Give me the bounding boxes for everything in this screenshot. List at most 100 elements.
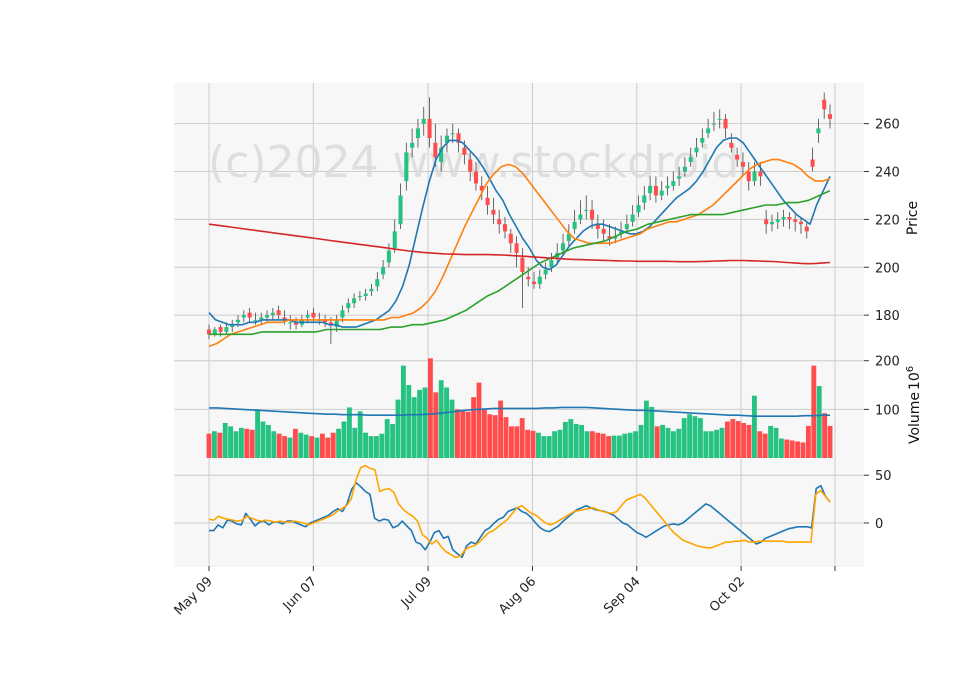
volume-bar [778,438,784,458]
candle-body [270,312,275,316]
candle-body [352,298,357,304]
volume-bar [222,422,228,458]
candle-body [688,157,693,162]
candle-body [549,260,554,268]
volume-bar [390,423,396,458]
volume-bar [822,413,828,458]
volume-bar [676,428,682,458]
candle-body [769,221,774,225]
volume-bar [503,417,509,458]
volume-bar [330,432,336,458]
volume-bar [444,387,450,458]
volume-bar [255,409,261,458]
candle-body [584,209,589,211]
volume-bar [217,432,223,458]
volume-bar [228,426,234,458]
candle-body [381,267,386,275]
volume-bar [616,435,622,458]
candle-body [462,147,467,155]
volume-bar [627,432,633,458]
volume-bar [746,424,752,458]
candle-body [323,319,328,323]
candle-body [804,226,809,232]
candle-body [491,209,496,215]
price-panel-bg [174,83,864,351]
candle-body [241,315,246,318]
price-tick-label: 260 [875,118,900,133]
candle-body [798,221,804,225]
volume-bar [481,409,487,458]
price-tick-label: 240 [875,166,900,181]
volume-bar [260,421,266,458]
volume-bar [319,433,325,458]
volume-bar [697,418,703,458]
volume-bar [687,414,693,458]
candle-body [288,322,293,324]
candle-body [346,303,351,308]
candle-body [427,118,432,139]
volume-axis-label: Volume [907,392,923,444]
volume-bar [703,431,709,458]
price-line-ma30 [209,189,831,336]
volume-bar [325,437,331,458]
volume-bar [514,426,520,458]
volume-bar [643,400,649,458]
volume-bar [438,380,444,458]
volume-bar [449,399,455,458]
candle-body [595,224,600,229]
volume-bar [595,432,601,458]
candle-body [543,269,548,275]
price-line-ma200 [208,223,831,265]
volume-bar [800,442,806,458]
candle-body [822,99,827,110]
oscillator-tick-label: 50 [875,469,892,484]
volume-bar [206,433,212,458]
volume-bar [805,425,811,458]
volume-bar [363,432,369,458]
candle-body [648,185,653,194]
volume-bar [525,429,531,458]
price-axis-label: Price [905,201,921,235]
volume-bar [681,418,687,458]
volume-bar [368,436,374,458]
volume-bar [730,419,736,458]
volume-bar [395,399,401,458]
volume-bar [238,427,244,458]
volume-bar [600,433,606,458]
candle-body [566,233,571,241]
volume-bar [692,416,698,458]
candle-body [816,128,821,134]
volume-bar [584,431,590,458]
volume-bar [665,427,671,458]
candle-body [340,310,345,318]
volume-bar [265,424,271,458]
volume-bar [579,424,585,458]
volume-bar [292,428,298,458]
volume-bar [622,433,628,458]
volume-bar [282,436,288,458]
volume-bar [552,431,558,458]
volume-bar [476,382,482,458]
volume-bar [638,424,644,458]
volume-bar [816,386,822,458]
price-tick-label: 200 [875,261,900,276]
volume-tick-label: 200 [875,355,900,370]
volume-bar [827,425,833,458]
volume-bar [303,434,309,458]
volume-bar [352,427,358,458]
candle-body [433,142,438,158]
volume-bar [789,440,795,458]
candle-body [665,185,670,189]
panel-backgrounds [174,83,864,566]
volume-bar [314,437,320,458]
candle-body [497,219,502,225]
candle-body [607,236,612,239]
candle-body [682,166,687,172]
volume-bar [433,392,439,458]
candle-body [636,205,641,213]
candle-body [206,329,212,335]
volume-bar [417,389,423,458]
volume-bar [649,406,655,458]
volume-bar [719,427,725,458]
